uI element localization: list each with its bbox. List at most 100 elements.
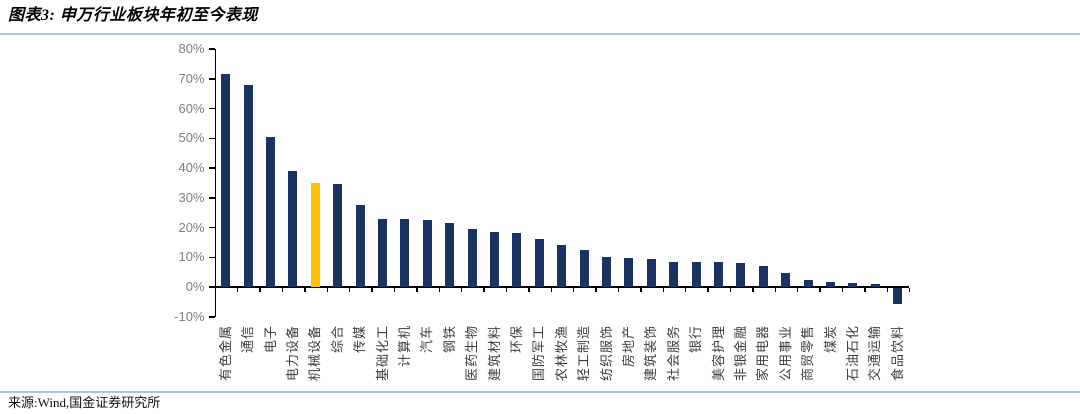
x-label: 石油石化	[844, 325, 860, 382]
x-tick	[393, 287, 396, 292]
x-label: 煤炭	[822, 325, 838, 354]
x-label: 食品饮料	[889, 325, 905, 382]
x-tick	[371, 287, 373, 292]
x-axis	[214, 286, 909, 288]
x-tick	[752, 287, 754, 292]
y-tick-label: 20%	[178, 219, 205, 235]
bar	[870, 284, 880, 287]
x-tick	[662, 287, 664, 292]
x-label: 非银金融	[732, 325, 748, 382]
x-tick	[416, 287, 418, 292]
y-tick-label: -10%	[174, 308, 205, 324]
x-label: 电力设备	[284, 325, 300, 382]
y-tick	[208, 107, 215, 110]
bar	[758, 266, 768, 287]
bar	[714, 262, 723, 287]
x-label: 通信	[240, 325, 256, 354]
bar	[848, 282, 858, 287]
x-label: 电子	[262, 325, 278, 354]
y-tick-label: 40%	[178, 160, 205, 175]
x-label: 综合	[329, 325, 345, 354]
x-label: 房地产	[620, 325, 636, 368]
bar	[602, 257, 611, 287]
bar	[333, 184, 343, 287]
y-tick	[208, 286, 215, 288]
x-label: 公用事业	[777, 325, 793, 382]
y-tick-label: 50%	[178, 130, 205, 146]
x-tick	[796, 287, 799, 292]
x-label: 国防军工	[531, 325, 547, 382]
bar	[624, 258, 634, 287]
x-label: 机械设备	[307, 325, 323, 382]
x-tick	[729, 287, 732, 292]
bar	[243, 84, 253, 287]
y-tick	[208, 48, 215, 50]
y-tick	[208, 78, 215, 80]
y-axis	[214, 49, 216, 317]
x-label: 商贸零售	[800, 325, 816, 382]
y-tick-label: 0%	[185, 279, 205, 294]
x-tick	[550, 287, 552, 292]
x-label: 传媒	[352, 325, 368, 354]
x-tick	[281, 287, 284, 292]
x-tick	[528, 287, 530, 292]
bar	[467, 228, 477, 287]
x-tick	[460, 287, 463, 292]
bar	[266, 136, 275, 287]
y-tick-label: 30%	[178, 189, 205, 205]
bar	[490, 231, 499, 287]
x-label: 纺织服饰	[598, 325, 614, 382]
y-tick	[208, 316, 215, 318]
x-tick	[684, 287, 687, 292]
bar	[826, 281, 835, 287]
bar	[646, 258, 656, 287]
bar	[534, 239, 544, 287]
bar	[781, 273, 791, 287]
x-tick	[304, 287, 306, 292]
x-tick	[326, 287, 328, 292]
source-note: 来源:Wind,国金证券研究所	[8, 395, 161, 410]
x-tick	[348, 287, 351, 292]
bar	[691, 262, 701, 287]
bar	[579, 249, 589, 287]
y-tick	[208, 256, 215, 258]
y-tick	[208, 167, 215, 169]
x-tick	[214, 287, 216, 292]
x-label: 轻工制造	[576, 325, 592, 382]
x-label: 社会服务	[665, 325, 681, 382]
x-label: 家用电器	[755, 325, 771, 382]
bar	[355, 205, 365, 287]
bar	[378, 218, 387, 287]
x-tick	[572, 287, 575, 292]
bar	[422, 220, 432, 287]
x-label: 计算机	[396, 325, 412, 368]
x-label: 交通运输	[867, 325, 883, 382]
x-tick	[774, 287, 776, 292]
x-tick	[841, 287, 844, 292]
y-tick-label: 60%	[178, 100, 205, 116]
x-tick	[505, 287, 508, 292]
x-label: 医药生物	[464, 325, 480, 382]
x-tick	[886, 287, 888, 292]
divider-top	[0, 33, 1080, 35]
y-tick	[208, 137, 215, 139]
bar	[288, 170, 298, 287]
x-tick	[707, 287, 709, 292]
x-tick	[595, 287, 597, 292]
y-tick	[208, 226, 215, 229]
x-tick	[640, 287, 642, 292]
x-label: 钢铁	[441, 325, 457, 354]
bar	[669, 261, 679, 287]
x-label: 建筑装饰	[643, 325, 659, 382]
bar	[221, 74, 231, 287]
x-label: 有色金属	[217, 325, 233, 382]
bar	[445, 223, 455, 287]
divider-bottom	[0, 391, 1080, 393]
x-label: 农林牧渔	[553, 325, 569, 382]
x-tick	[908, 287, 911, 292]
y-tick-label: 80%	[178, 41, 205, 56]
x-tick	[819, 287, 821, 292]
bar	[736, 263, 746, 287]
bar	[893, 287, 903, 304]
